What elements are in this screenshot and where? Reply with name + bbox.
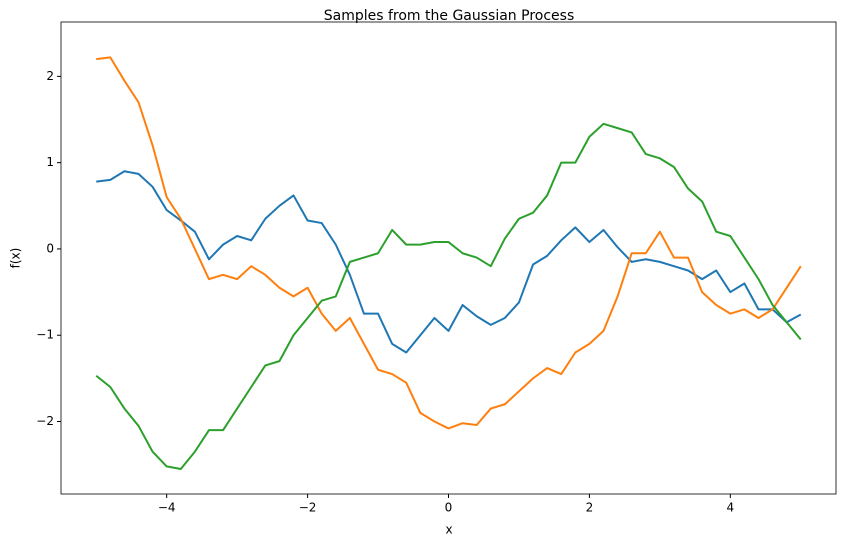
y-axis-label: f(x) <box>9 248 23 269</box>
x-tick-label: 0 <box>445 501 453 515</box>
series-line <box>96 56 802 430</box>
x-axis-label: x <box>445 523 452 537</box>
chart-title: Samples from the Gaussian Process <box>324 8 574 24</box>
y-tick-label: 2 <box>46 69 54 83</box>
x-tick-label: 2 <box>586 501 594 515</box>
x-tick-label: −2 <box>299 501 317 515</box>
x-tick-label: −4 <box>158 501 176 515</box>
series-line <box>96 170 802 354</box>
x-tick-label: 4 <box>726 501 734 515</box>
y-tick-label: 1 <box>46 155 54 169</box>
plot-frame <box>60 21 837 495</box>
y-tick-label: −2 <box>36 414 54 428</box>
series-line <box>95 122 802 470</box>
y-tick-label: 0 <box>46 241 54 255</box>
y-tick-label: −1 <box>36 328 54 342</box>
